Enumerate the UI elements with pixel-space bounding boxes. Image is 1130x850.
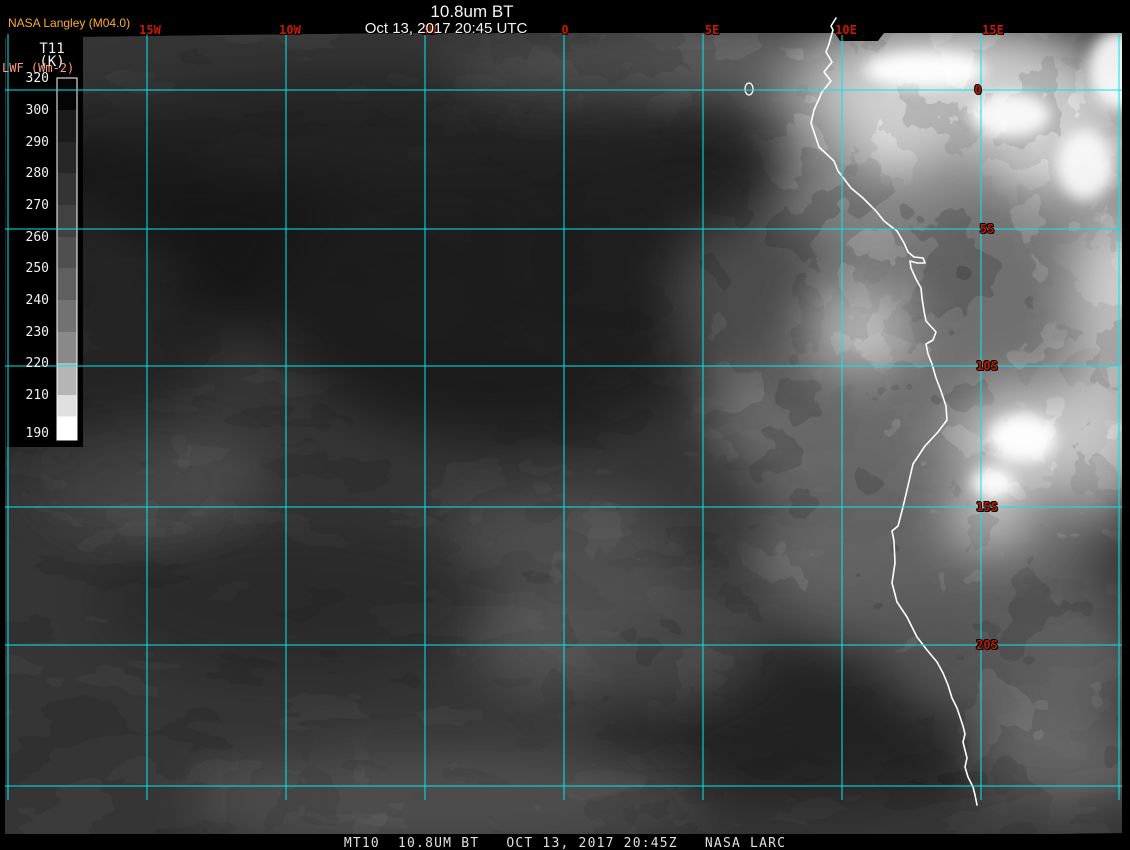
lat-label-5s: 5S [979,222,995,236]
lon-label-5e: 5E [704,23,720,37]
colorbar-unit: (K) [39,54,65,70]
colorbar-strip [56,77,78,441]
lon-label-10w: 10W [279,23,301,37]
lat-label-0: 0 [974,83,982,97]
lon-label-15e: 15E [982,23,1004,37]
agency-label: NASA Langley (M04.0) [8,16,131,30]
colorbar-tick: 280 [25,166,49,181]
bright-cloud-cores [865,33,1122,499]
lat-label-20s: 20S [976,638,998,652]
lon-label-5w: 5W [421,23,437,37]
lon-label-0: 0 [561,23,569,37]
colorbar-title: T11 [39,41,65,57]
lat-label-10s: 10S [976,359,998,373]
lat-label-15s: 15S [976,500,998,514]
caption-bar [0,834,1130,850]
colorbar-tick: 300 [25,103,49,118]
colorbar-tick: 190 [25,426,49,441]
colorbar-tick: 260 [25,230,49,245]
page-subtitle: Oct 13, 2017 20:45 UTC [364,20,528,37]
colorbar-tick: 220 [25,356,49,371]
coastline [810,17,978,806]
page-title: 10.8um BT [430,2,514,21]
colorbar-tick: 290 [25,135,49,150]
colorbar-tick: 320 [25,71,49,86]
lon-label-10e: 10E [835,23,857,37]
colorbar-tick: 210 [25,388,49,403]
island-outline [744,82,754,96]
colorbar-tick: 240 [25,293,49,308]
graticule-lines [5,34,1122,800]
colorbar-secondary-label: LWF (Wm-2) [2,61,75,75]
colorbar-tick: 270 [25,198,49,213]
caption-text: MT10 10.8UM BT OCT 13, 2017 20:45Z NASA … [343,836,787,850]
lon-label-15w: 15W [139,23,161,37]
colorbar-tick: 250 [25,261,49,276]
colorbar-tick: 230 [25,325,49,340]
